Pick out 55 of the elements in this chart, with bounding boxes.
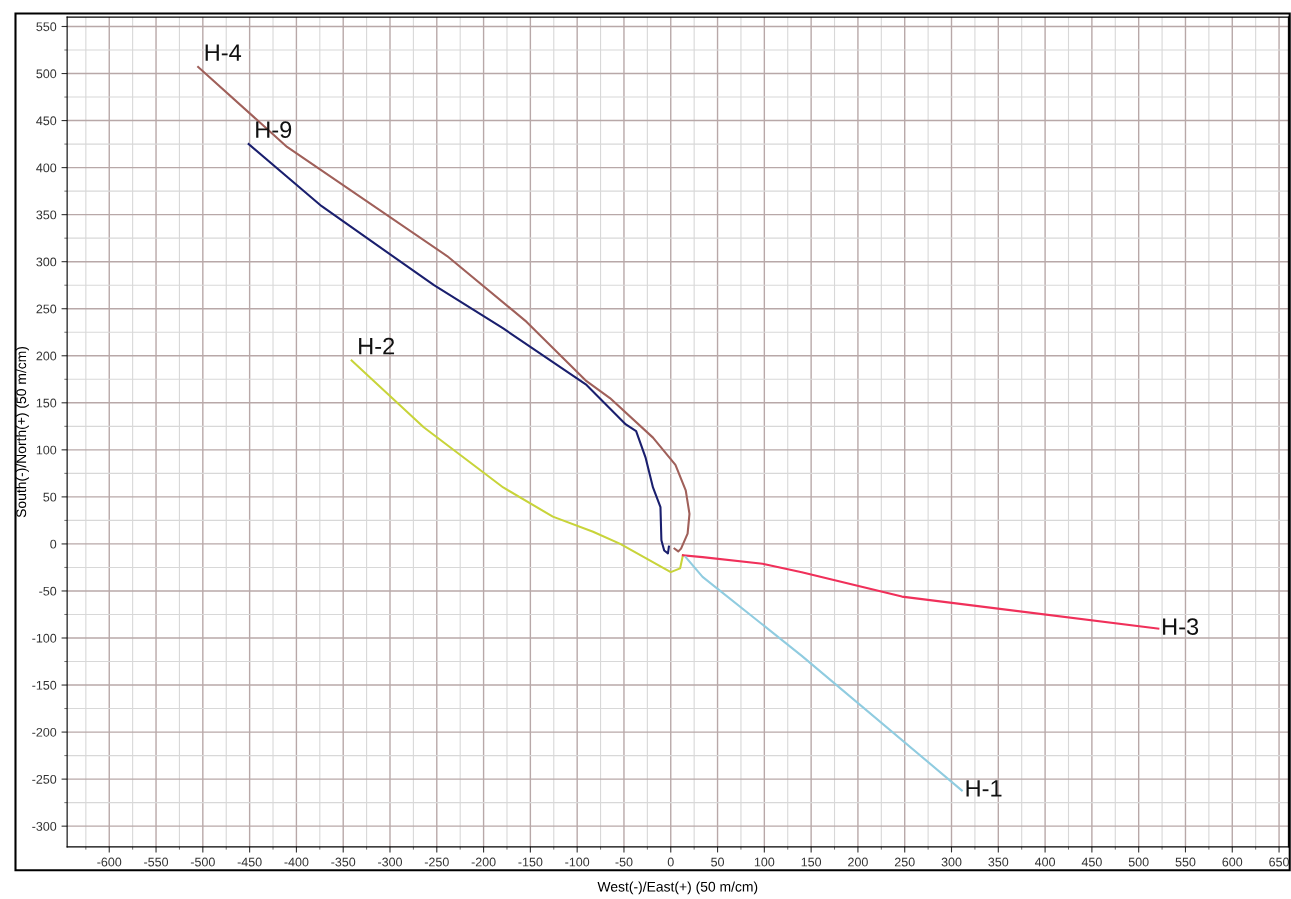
series-label: H-4 — [205, 44, 242, 61]
y-tick-label: 250 — [36, 304, 57, 314]
x-tick-label: -50 — [615, 857, 633, 867]
x-tick-label: 550 — [1175, 857, 1196, 867]
line-series — [684, 556, 963, 792]
x-tick-label: 600 — [1222, 857, 1243, 867]
y-tick-label: 50 — [43, 492, 57, 502]
x-tick-label: -450 — [237, 857, 262, 867]
y-tick-label: -300 — [32, 821, 57, 831]
y-tick-label: 300 — [36, 257, 57, 267]
x-tick-label: 0 — [667, 857, 674, 867]
x-tick-label: -400 — [284, 857, 309, 867]
line-series — [681, 554, 1160, 630]
y-tick-label: 100 — [36, 445, 57, 455]
line-series — [247, 143, 670, 555]
line-series — [350, 359, 684, 574]
y-tick-label: -150 — [32, 680, 57, 690]
y-tick-label: 150 — [36, 398, 57, 408]
x-tick-label: 300 — [941, 857, 962, 867]
x-tick-label: -600 — [97, 857, 122, 867]
x-tick-label: 50 — [711, 857, 725, 867]
y-tick-label: -50 — [39, 586, 57, 596]
x-tick-label: -100 — [565, 857, 590, 867]
x-tick-label: 150 — [801, 857, 822, 867]
x-tick-label: -200 — [471, 857, 496, 867]
y-tick-label: -100 — [32, 633, 57, 643]
y-axis-title: South(-)/North(+) (50 m/cm) — [15, 346, 29, 518]
line-series — [197, 65, 691, 553]
x-tick-label: 400 — [1034, 857, 1056, 867]
x-tick-label: 250 — [894, 857, 915, 867]
y-tick-label: 500 — [36, 69, 57, 79]
x-tick-label: -300 — [378, 857, 403, 867]
x-tick-label: 100 — [754, 857, 775, 867]
x-tick-label: 450 — [1081, 857, 1102, 867]
y-tick-label: 350 — [36, 210, 57, 220]
series-label: H-1 — [966, 780, 1002, 797]
x-tick-label: -150 — [518, 857, 543, 867]
x-tick-label: 350 — [988, 857, 1009, 867]
x-tick-label: 650 — [1269, 857, 1289, 867]
series-label: H-3 — [1163, 618, 1199, 635]
y-tick-label: 450 — [36, 116, 57, 126]
x-tick-label: 200 — [848, 857, 868, 867]
y-tick-label: 0 — [50, 539, 57, 549]
y-tick-label: -200 — [32, 727, 57, 737]
y-tick-label: 550 — [36, 22, 57, 32]
x-tick-label: -350 — [331, 857, 356, 867]
series-label: H-2 — [359, 337, 395, 355]
x-tick-label: -500 — [190, 857, 215, 867]
x-tick-label: 500 — [1128, 857, 1149, 867]
x-axis-title: West(-)/East(+) (50 m/cm) — [597, 881, 758, 895]
y-tick-label: -250 — [32, 774, 57, 784]
y-tick-label: 200 — [36, 351, 57, 361]
x-tick-label: -250 — [424, 857, 449, 867]
y-tick-label: 400 — [36, 163, 57, 173]
x-tick-label: -550 — [144, 857, 169, 867]
